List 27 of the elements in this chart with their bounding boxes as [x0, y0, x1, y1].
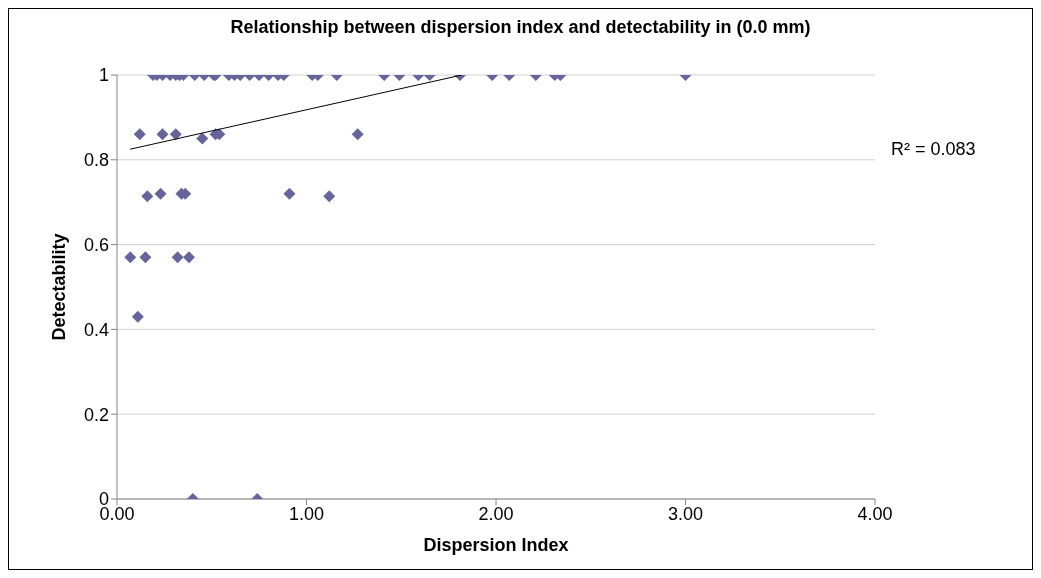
- point: [124, 251, 137, 264]
- point: [154, 187, 167, 200]
- chart-title: Relationship between dispersion index and detectability in (0.0 mm): [229, 17, 812, 38]
- y-tick-label: 0.6: [83, 234, 109, 255]
- y-tick-label: 0.8: [83, 150, 109, 171]
- x-tick-label: 3.00: [667, 503, 704, 524]
- x-tick-label: 4.00: [857, 503, 893, 524]
- x-tick-label: 1.00: [288, 503, 325, 524]
- point: [156, 128, 169, 141]
- text: R² = 0.083: [891, 139, 976, 160]
- point: [351, 128, 364, 141]
- point: [141, 190, 154, 203]
- point: [171, 251, 184, 264]
- point: [196, 132, 209, 145]
- y-tick-label: 0.4: [83, 319, 109, 340]
- x-axis-title: Dispersion Index: [423, 535, 569, 555]
- point: [323, 190, 336, 203]
- point: [283, 187, 296, 200]
- point: [133, 128, 146, 141]
- y-tick-label: 0.2: [83, 404, 109, 425]
- point: [131, 310, 144, 323]
- y-axis-title: Detectability: [49, 233, 70, 341]
- point: [139, 251, 152, 264]
- point: [183, 251, 196, 264]
- point: [169, 128, 182, 141]
- x-tick-label: 2.00: [478, 503, 514, 524]
- y-tick-label: 1: [98, 65, 109, 86]
